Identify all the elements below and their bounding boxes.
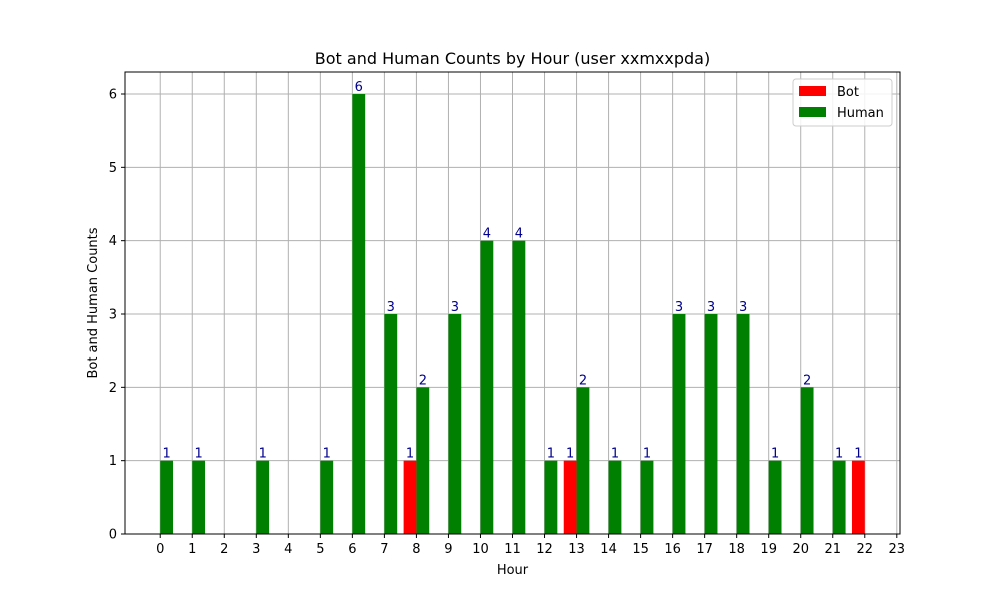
human-bar [576,387,590,534]
data-label: 1 [835,447,843,462]
x-tick-label: 2 [220,542,228,557]
x-tick-label: 3 [252,542,260,557]
human-bar [320,460,334,534]
x-tick-label: 8 [412,542,420,557]
data-label: 1 [195,447,203,462]
x-tick-label: 4 [284,542,292,557]
human-bar [800,387,814,534]
x-tick-label: 19 [760,542,777,557]
x-tick-label: 16 [664,542,681,557]
x-axis-title: Hour [497,563,529,578]
bars [160,94,865,534]
y-tick-label: 4 [109,234,117,249]
data-label: 6 [355,80,363,95]
y-tick-label: 1 [109,454,117,469]
data-label: 2 [419,373,427,388]
human-bar [448,314,462,534]
x-tick-label: 13 [568,542,585,557]
axis-ticks: 0 1 2 3 4 5 6 7 8 9 10 11 12 13 14 15 16 17 18 19 20 21 22 2301… [109,88,905,558]
human-bar [704,314,718,534]
data-label: 1 [162,447,170,462]
y-axis-title: Bot and Human Counts [86,227,101,378]
x-tick-label: 6 [348,542,356,557]
data-label: 3 [707,300,715,315]
data-label: 4 [483,227,491,242]
data-label: 1 [566,447,574,462]
x-tick-label: 20 [792,542,809,557]
human-bar [480,240,494,534]
x-tick-label: 1 [188,542,196,557]
human-bar [384,314,398,534]
chart-title: Bot and Human Counts by Hour (user xxmxx… [315,49,710,68]
human-bar [160,460,174,534]
data-label: 4 [515,227,523,242]
human-bar [192,460,206,534]
x-tick-label: 0 [156,542,164,557]
legend-label: Human [837,106,884,121]
human-bar [608,460,622,534]
human-bar [640,460,654,534]
legend-swatch [799,107,826,117]
data-label: 3 [387,300,395,315]
data-label: 1 [611,447,619,462]
x-tick-label: 14 [600,542,617,557]
human-bar [832,460,846,534]
data-label: 2 [579,373,587,388]
data-label: 2 [803,373,811,388]
x-tick-label: 10 [472,542,489,557]
data-label: 1 [547,447,555,462]
y-tick-label: 0 [109,528,117,543]
human-bar [768,460,782,534]
y-tick-label: 3 [109,308,117,323]
legend: Bot Human [792,78,893,127]
x-tick-label: 15 [632,542,649,557]
y-tick-label: 6 [109,88,117,103]
human-bar [416,387,430,534]
bot-bar [403,460,417,534]
bot-bar [563,460,577,534]
data-label: 1 [854,447,862,462]
x-tick-label: 23 [889,542,906,557]
human-bar [256,460,270,534]
x-tick-label: 5 [316,542,324,557]
human-bar [736,314,750,534]
human-bar [544,460,558,534]
data-label: 1 [259,447,267,462]
x-tick-label: 22 [856,542,873,557]
x-tick-label: 17 [696,542,713,557]
y-tick-label: 5 [109,161,117,176]
legend-swatch [799,86,826,96]
human-bar [672,314,686,534]
x-tick-label: 7 [380,542,388,557]
x-tick-label: 12 [536,542,553,557]
x-tick-label: 21 [824,542,841,557]
human-bar [512,240,526,534]
x-tick-label: 11 [504,542,521,557]
y-tick-label: 2 [109,381,117,396]
data-label: 3 [451,300,459,315]
x-tick-label: 9 [444,542,452,557]
data-label: 1 [406,447,414,462]
legend-label: Bot [837,85,859,100]
human-bar [352,94,366,534]
data-label: 1 [323,447,331,462]
data-label: 1 [643,447,651,462]
data-label: 3 [739,300,747,315]
bot-bar [851,460,865,534]
data-label: 1 [771,447,779,462]
x-tick-label: 18 [728,542,745,557]
data-label: 3 [675,300,683,315]
